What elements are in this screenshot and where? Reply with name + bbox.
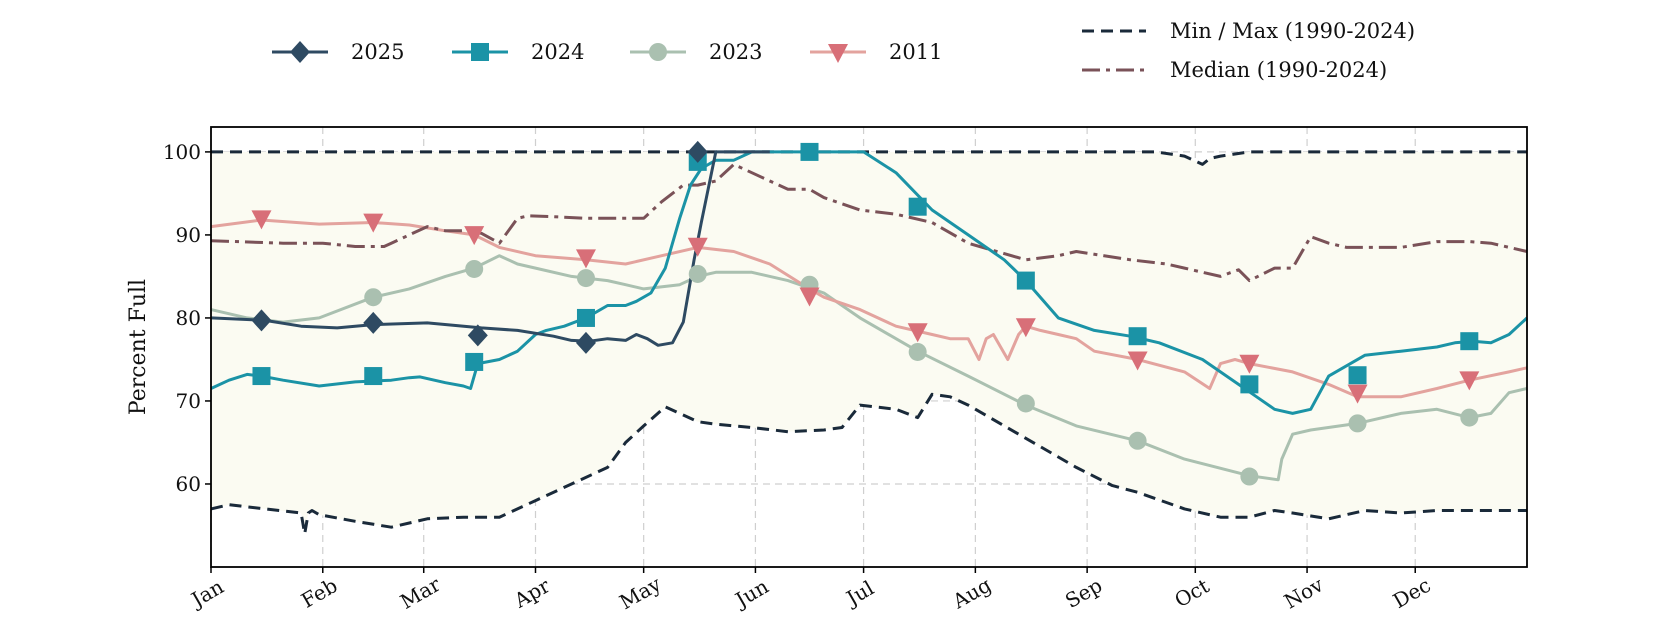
marker-2023 <box>576 269 595 288</box>
marker-2024 <box>1348 366 1367 385</box>
x-tick-label: Aug <box>948 572 996 613</box>
marker-2025 <box>467 324 488 347</box>
legend-marker <box>471 43 489 61</box>
legend-label: 2011 <box>889 40 942 64</box>
series-line-2011 <box>210 218 1528 399</box>
marker-2023 <box>1016 394 1035 413</box>
marker-2011 <box>687 237 708 257</box>
x-tick-label: Nov <box>1280 572 1328 614</box>
marker-2023 <box>1348 414 1367 433</box>
marker-2011 <box>575 249 596 269</box>
plot-frame <box>210 126 1528 568</box>
x-tick-label: May <box>615 571 665 614</box>
y-tick-label: 100 <box>163 140 201 164</box>
marker-2025 <box>687 140 708 163</box>
x-tick-label: Feb <box>297 573 341 612</box>
marker-2024 <box>465 352 484 371</box>
marker-2024 <box>576 308 595 327</box>
marker-2024 <box>800 142 819 161</box>
legend-label: 2023 <box>709 40 762 64</box>
legend-label: Median (1990-2024) <box>1170 58 1387 82</box>
marker-2023 <box>465 259 484 278</box>
x-tick-label: Apr <box>509 573 554 613</box>
marker-2011 <box>799 287 820 307</box>
marker-2011 <box>363 213 384 233</box>
x-tick-label: Jun <box>730 574 773 613</box>
x-tick-label: Dec <box>1389 573 1435 613</box>
marker-2024 <box>1240 375 1259 394</box>
x-tick-label: Sep <box>1061 573 1106 613</box>
x-tick-label: Oct <box>1170 574 1213 613</box>
legend-label: 2024 <box>531 40 584 64</box>
marker-2023 <box>688 264 707 283</box>
marker-2011 <box>1015 318 1036 338</box>
marker-2024 <box>252 367 271 386</box>
series-line-min <box>210 392 1527 536</box>
marker-2011 <box>1347 384 1368 404</box>
marker-2023 <box>364 288 383 307</box>
marker-2011 <box>1239 354 1260 374</box>
legend-marker <box>290 41 310 63</box>
marker-2025 <box>363 311 384 334</box>
marker-2011 <box>464 226 485 246</box>
series-line-max <box>211 150 1527 166</box>
marker-2011 <box>907 323 928 343</box>
marker-2023 <box>1240 467 1259 486</box>
y-axis-title: Percent Full <box>126 279 151 415</box>
x-tick-label: Mar <box>396 572 445 614</box>
min-max-band <box>211 151 1527 534</box>
x-tick-label: Jan <box>186 574 228 612</box>
y-tick-label: 70 <box>176 389 201 413</box>
legend-marker <box>649 43 667 61</box>
marker-2024 <box>1460 332 1479 351</box>
marker-2011 <box>251 210 272 230</box>
marker-2011 <box>1127 351 1148 371</box>
marker-2023 <box>1128 431 1147 450</box>
y-tick-label: 60 <box>176 472 201 496</box>
legend-marker <box>828 44 848 63</box>
legend-label: 2025 <box>351 40 404 64</box>
marker-2024 <box>1128 327 1147 346</box>
marker-2024 <box>908 197 927 216</box>
marker-2023 <box>1460 408 1479 427</box>
marker-2024 <box>364 367 383 386</box>
series-line-median-1990-2024 <box>210 162 1528 283</box>
y-tick-label: 90 <box>176 223 201 247</box>
y-tick-label: 80 <box>176 306 201 330</box>
marker-2023 <box>908 342 927 361</box>
marker-2025 <box>575 331 596 354</box>
marker-2011 <box>1459 371 1480 391</box>
x-tick-label: Jul <box>841 576 878 611</box>
marker-2024 <box>1016 271 1035 290</box>
series-line-2024 <box>210 150 1529 415</box>
legend-label: Min / Max (1990-2024) <box>1170 19 1415 43</box>
marker-2025 <box>251 309 272 332</box>
